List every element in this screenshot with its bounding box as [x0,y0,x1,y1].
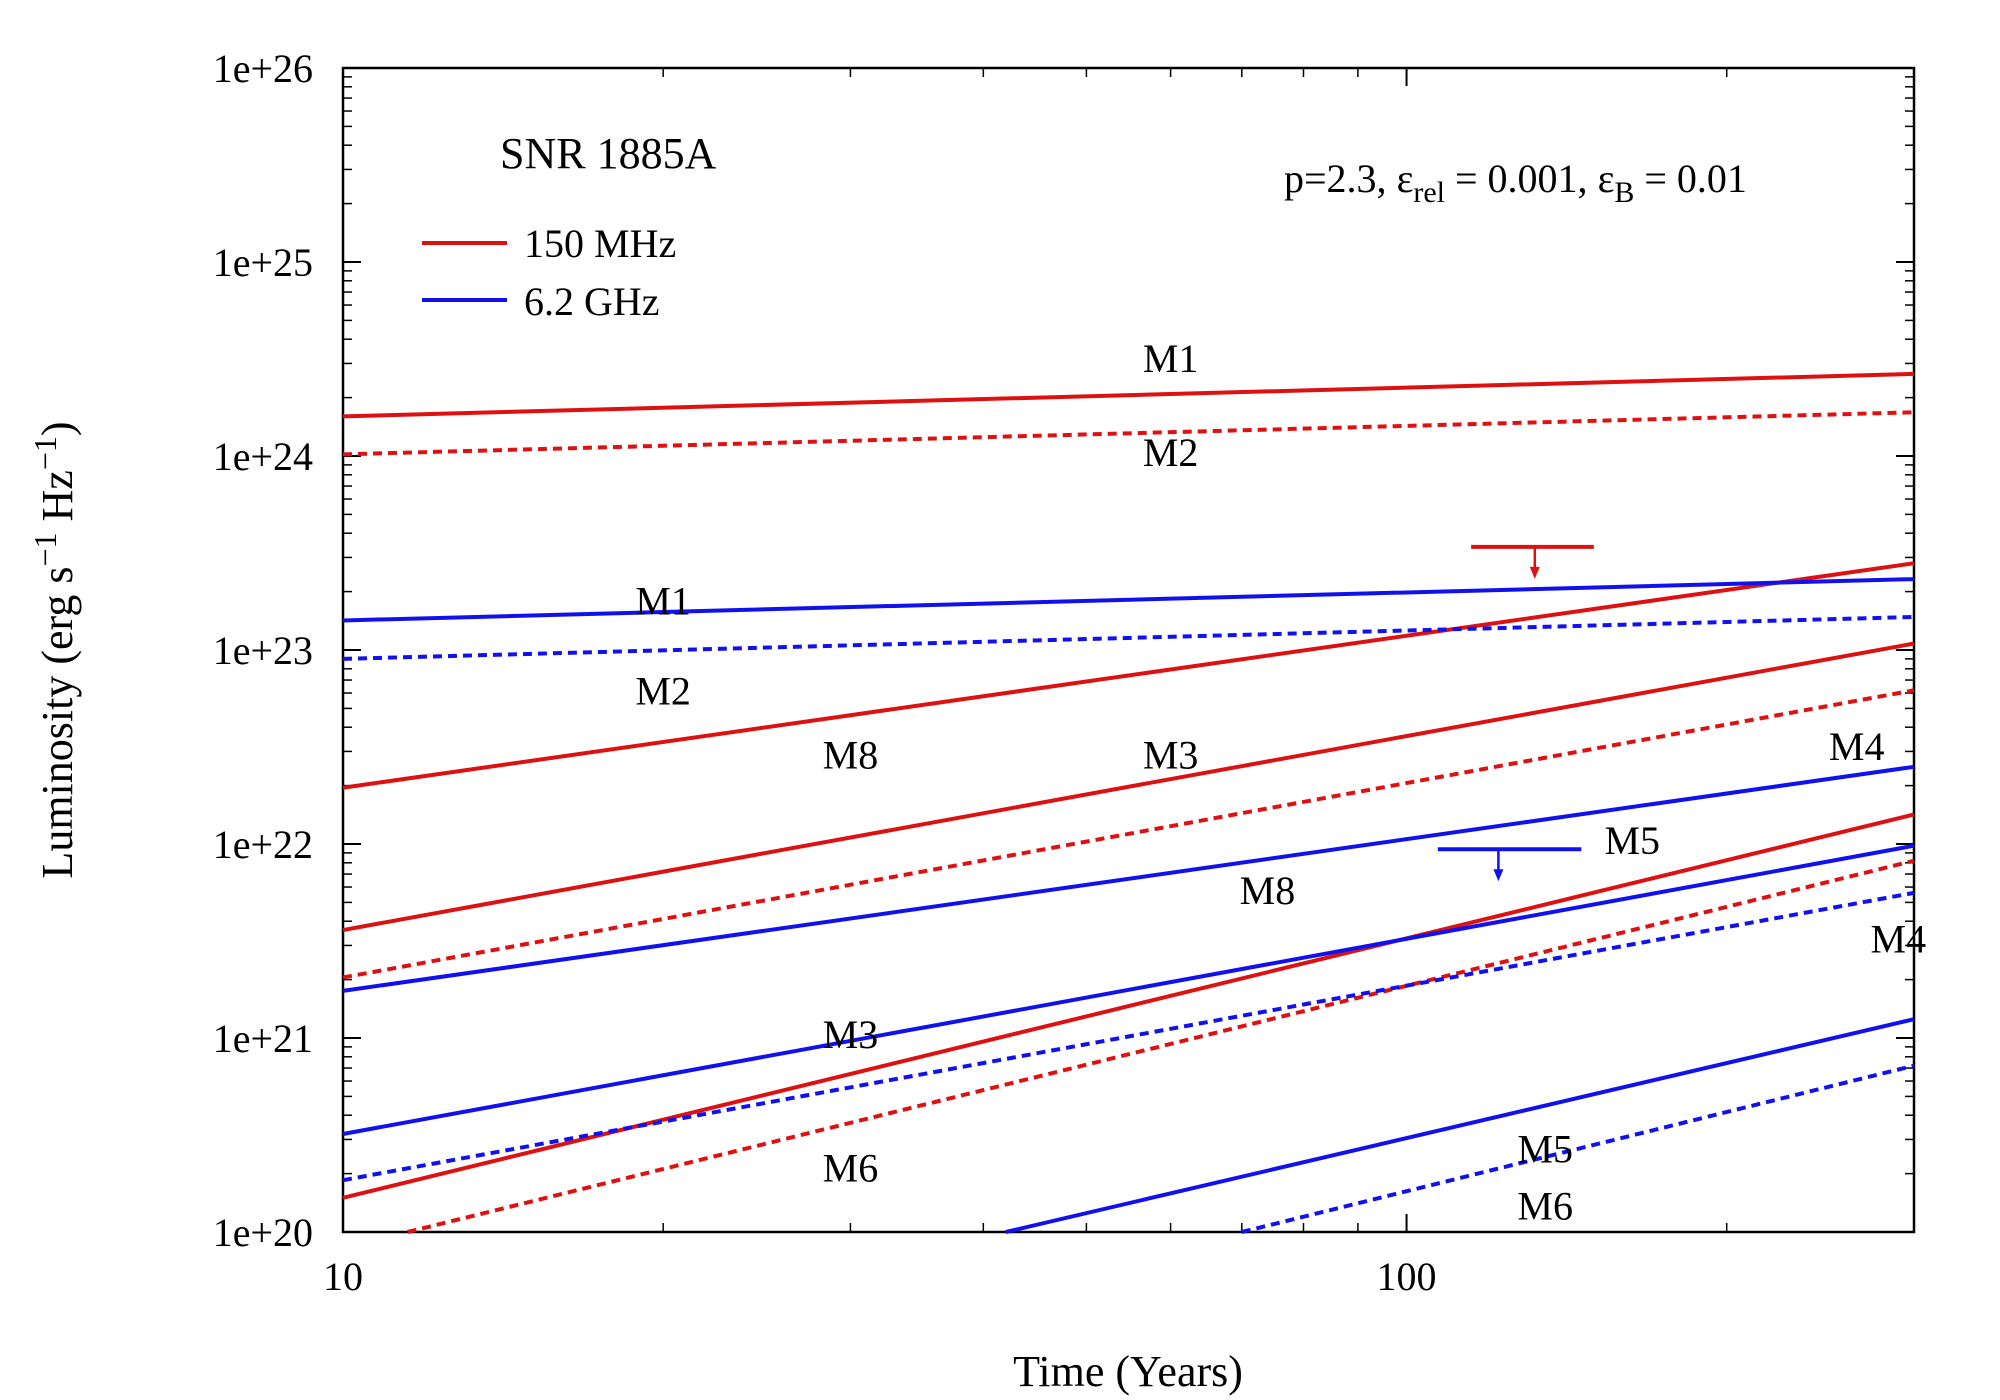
y-label-exp1: −1 [27,532,63,566]
series-line-r-m1 [342,371,1915,419]
series-label: M3 [1143,732,1199,777]
series-line-r-m8 [342,561,1915,790]
y-axis-label: Luminosity (erg s−1 Hz−1) [27,421,82,878]
y-tick-label: 1e+23 [213,628,313,673]
axis-ticks: 1e+20 1e+21 1e+22 1e+23 1e+24 1e+25 1e+26 10 100 [213,46,1915,1299]
series-label: M6 [1517,1183,1573,1228]
param-p: p=2.3, [1284,156,1397,201]
y-tick-label: 1e+22 [213,822,313,867]
y-tick-label: 1e+26 [213,46,313,91]
series-line-r-m5 [342,812,1915,1200]
series-label: M8 [823,732,879,777]
series-label: M8 [1240,868,1296,913]
x-tick-label: 100 [1377,1254,1437,1299]
upper-limit-arrow-1 [1493,869,1504,882]
series-label: M5 [1604,818,1660,863]
legend-label-6ghz: 6.2 GHz [524,279,660,324]
series-line-r-m4 [342,688,1915,980]
series-line-r-m3 [342,641,1915,933]
series-layer [342,371,1915,1234]
y-label-main: Luminosity (erg s [33,567,82,879]
series-line-b-m4 [342,890,1915,1183]
series-label: M6 [823,1146,879,1191]
chart-title: SNR 1885A [500,129,717,178]
parameter-annotation: p=2.3, εrel = 0.001, εB = 0.01 [1284,156,1747,209]
series-label: M2 [1143,430,1199,475]
series-label: M1 [635,578,691,623]
x-axis-label: Time (Years) [1013,1347,1243,1396]
series-label: M2 [635,668,691,713]
x-tick-label: 10 [323,1254,363,1299]
y-label-end: ) [33,421,82,436]
series-labels-layer: M1 M2 M1 M2 M8 M3 M4 M5 M8 M4 M3 M5 M6 M6 [635,336,1926,1228]
param-b-value: = 0.01 [1634,156,1747,201]
y-label-exp2: −1 [27,436,63,470]
series-line-b-m1 [342,577,1915,623]
param-eps-rel: ε [1397,156,1414,201]
y-tick-label: 1e+21 [213,1016,313,1061]
param-b-sub: B [1614,176,1634,209]
y-tick-label: 1e+24 [213,434,313,479]
series-label: M3 [823,1012,879,1057]
y-label-mid: Hz [33,470,82,532]
series-label: M1 [1143,336,1199,381]
series-line-b-m2 [342,614,1915,661]
series-line-r-m2 [342,410,1915,457]
series-line-b-m3 [342,843,1915,1136]
series-label: M5 [1517,1126,1573,1171]
series-line-b-m5 [1005,1017,1915,1234]
series-label: M4 [1829,724,1885,769]
upper-limit-arrow-0 [1529,566,1540,579]
legend: 150 MHz 6.2 GHz [422,221,676,324]
y-tick-label: 1e+25 [213,240,313,285]
param-rel-value: = 0.001, [1445,156,1598,201]
series-line-b-m8 [342,764,1915,993]
param-eps-b: ε [1598,156,1615,201]
series-line-r-m6 [407,858,1915,1234]
upper-limits-layer [1437,544,1594,882]
param-rel-sub: rel [1413,176,1445,209]
series-line-b-m6 [1241,1063,1915,1234]
y-tick-label: 1e+20 [213,1210,313,1255]
legend-label-150mhz: 150 MHz [524,221,676,266]
series-label: M4 [1871,917,1927,962]
